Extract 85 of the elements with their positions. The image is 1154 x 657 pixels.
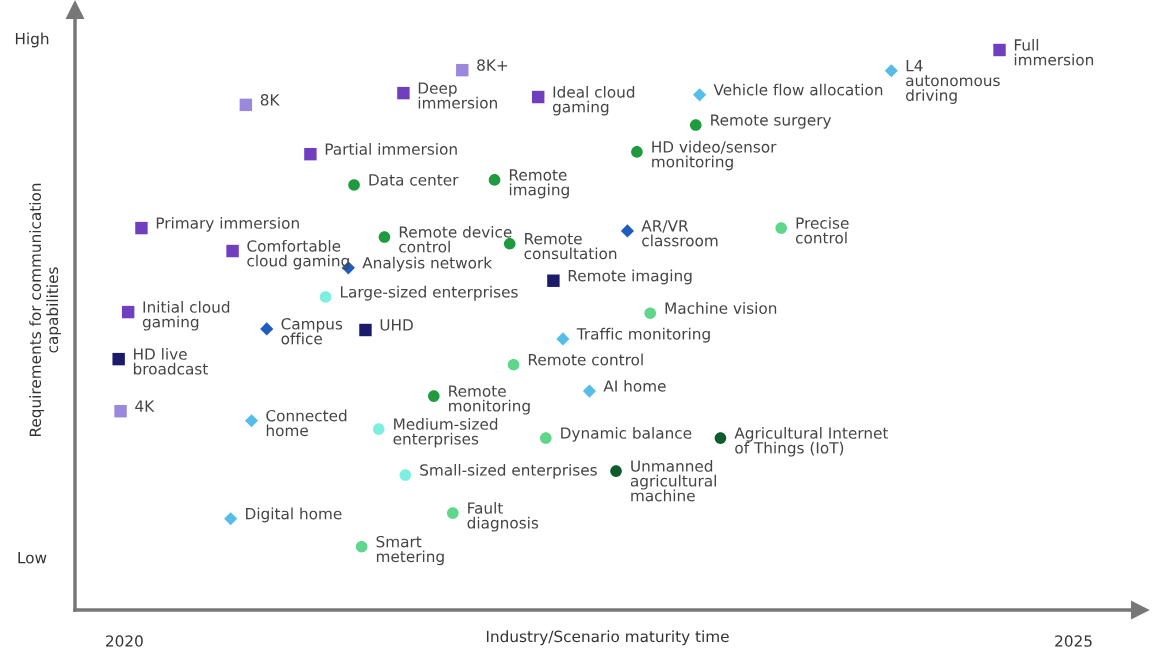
point (226, 244, 239, 258)
point (532, 90, 545, 104)
point (135, 221, 148, 235)
point (359, 323, 372, 337)
annotation: Remote control (528, 353, 643, 366)
point (610, 465, 622, 477)
point (692, 88, 707, 102)
annotation: Partial immersion (325, 143, 457, 155)
x-tick-label: 2020 (106, 635, 143, 647)
annotation: Remote surgery (711, 114, 832, 129)
annotation: Comfortable cloud gaming (247, 239, 349, 270)
y-axis-title: Requirements for communication capabilities (29, 183, 62, 437)
point (582, 384, 597, 398)
annotation: AR/VR classroom (641, 220, 718, 247)
point (620, 224, 635, 238)
annotation: Machine vision (665, 302, 777, 314)
annotation: Campus office (281, 318, 343, 345)
point (539, 432, 552, 444)
annotation: HD video/sensor monitoring (652, 140, 777, 171)
annotation: Ideal cloud gaming (552, 85, 635, 116)
annotation: Dynamic balance (561, 426, 692, 442)
annotation: Remote imaging (568, 269, 692, 285)
annotation: 4K (135, 400, 155, 412)
annotation: Fault diagnosis (467, 502, 539, 532)
annotation: Analysis network (362, 256, 493, 272)
point (121, 305, 135, 319)
annotation: AI home (603, 379, 666, 392)
point (319, 291, 332, 303)
annotation: Deep immersion (418, 82, 497, 109)
annotation: HD live broadcast (133, 348, 208, 375)
text: Low (18, 552, 47, 564)
point (631, 146, 643, 158)
annotation: Precise control (795, 216, 849, 244)
point (372, 423, 385, 435)
annotation: Remote monitoring (449, 385, 530, 415)
point (304, 147, 317, 161)
annotation: Connected home (266, 409, 347, 437)
point (507, 358, 520, 371)
point (355, 540, 368, 553)
point (224, 512, 238, 526)
point (547, 274, 560, 287)
point (714, 432, 727, 444)
annotation: Large-sized enterprises (340, 285, 518, 301)
annotation: Smart metering (376, 535, 444, 566)
point (239, 98, 253, 112)
point (503, 237, 516, 250)
annotation: 8K (260, 94, 280, 106)
text: High (15, 32, 49, 48)
point (399, 469, 412, 481)
annotation: Primary immersion (156, 216, 299, 232)
annotation: Vehicle flow allocation (713, 83, 883, 96)
annotation: Remote device control (399, 225, 512, 253)
point (260, 322, 274, 336)
point (112, 352, 125, 366)
point (993, 43, 1006, 57)
annotation: Data center (369, 174, 459, 186)
annotation: Traffic monitoring (576, 327, 710, 343)
annotation: Small-sized enterprises (420, 463, 597, 479)
point (644, 307, 657, 320)
point (427, 390, 440, 402)
point (244, 414, 259, 428)
annotation: Full immersion (1014, 38, 1094, 66)
annotation: UHD (380, 319, 413, 331)
point (456, 63, 469, 77)
x-tick-label: 2025 (1055, 635, 1092, 647)
annotation: Digital home (246, 507, 342, 523)
annotation: Agricultural Internet of Things (IoT) (734, 426, 889, 457)
point (884, 64, 898, 78)
annotation: Initial cloud gaming (142, 300, 230, 331)
point (397, 86, 410, 100)
x-axis-title: Industry/Scenario maturity time (486, 630, 729, 646)
annotation: Remote imaging (509, 169, 569, 199)
point (775, 222, 788, 234)
point (114, 404, 127, 418)
annotation: Remote consultation (524, 233, 617, 260)
annotation: Medium-sized enterprises (393, 418, 498, 448)
annotation: L4 autonomous driving (906, 60, 1000, 104)
point (348, 179, 360, 191)
point (556, 332, 570, 346)
annotation: 8K+ (477, 59, 508, 71)
point (446, 507, 459, 519)
annotation: Unmanned agricultural machine (630, 460, 716, 502)
point (488, 174, 501, 186)
point (689, 119, 702, 131)
point (378, 231, 391, 243)
